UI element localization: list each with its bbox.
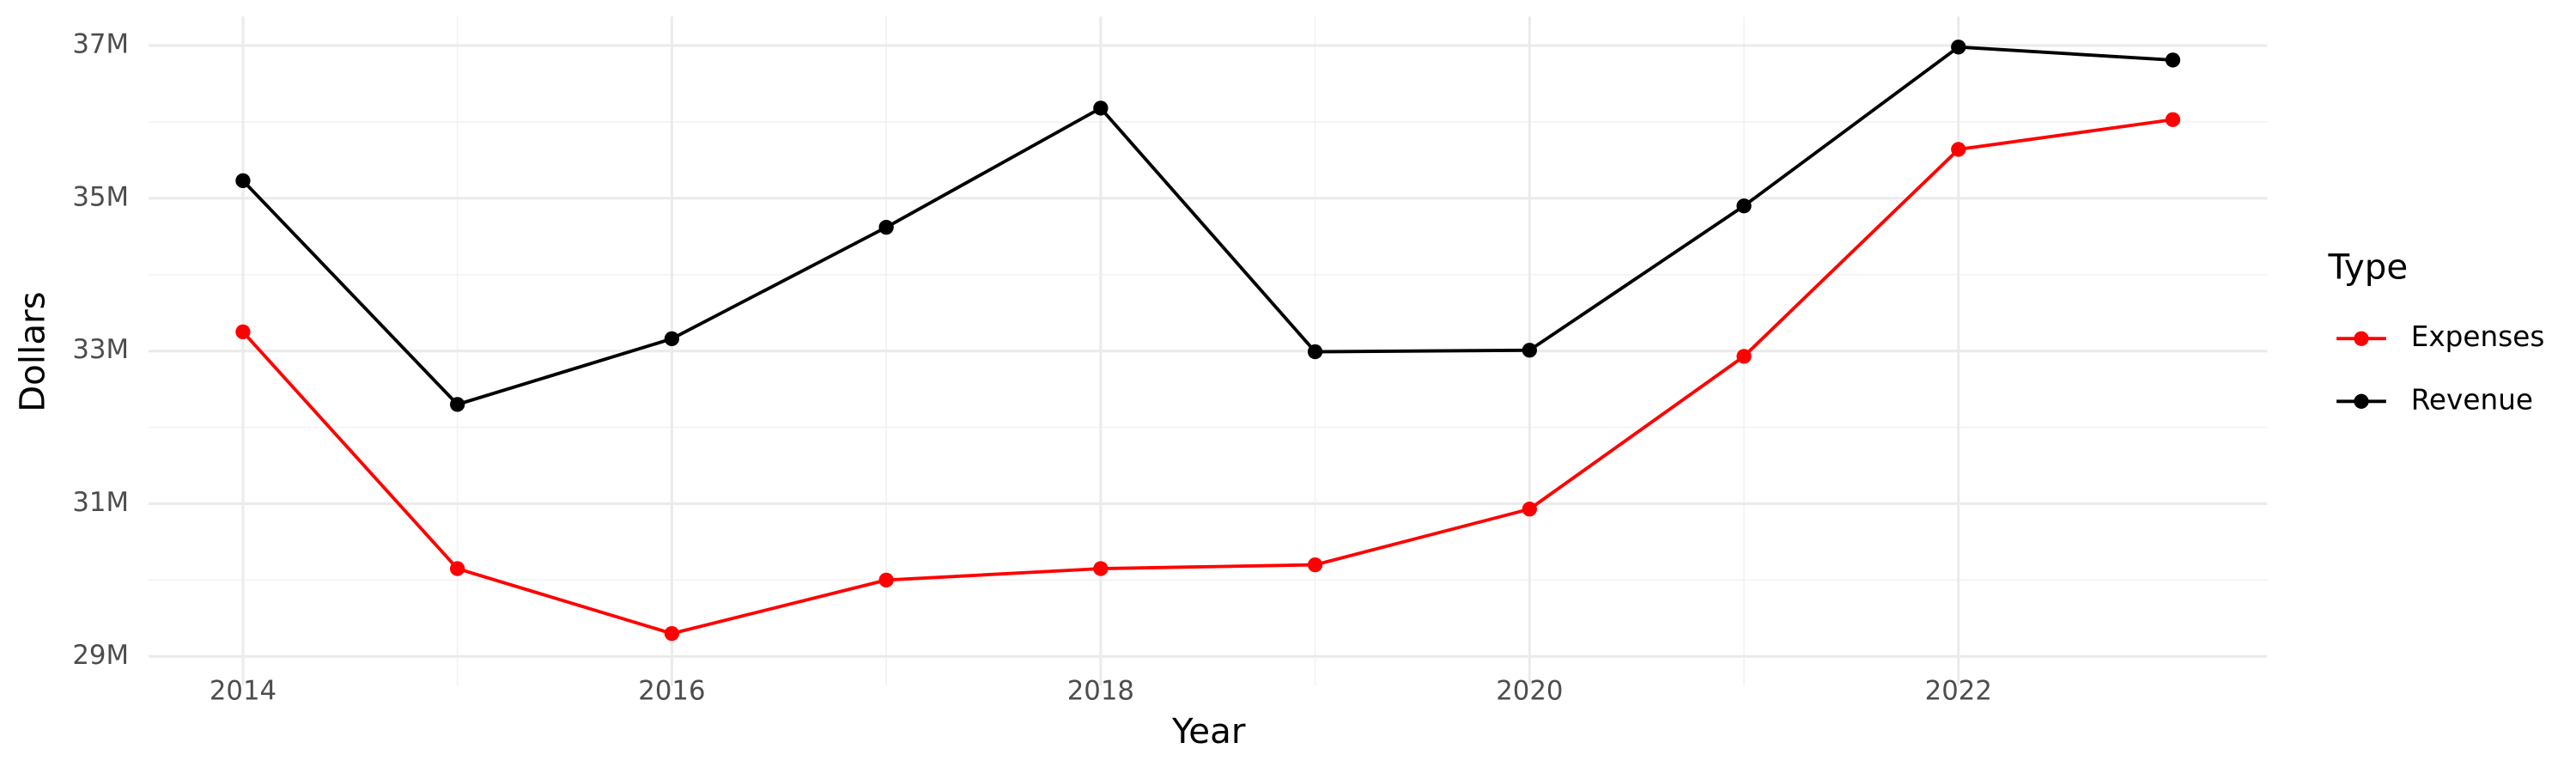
legend-title: Type xyxy=(2328,247,2409,287)
data-point xyxy=(1093,561,1109,576)
x-tick-label: 2020 xyxy=(1496,675,1563,706)
data-point xyxy=(664,625,680,642)
data-point xyxy=(1093,100,1109,116)
data-point xyxy=(664,331,680,347)
data-point xyxy=(1522,343,1537,358)
legend-key-point xyxy=(2354,393,2369,409)
data-point xyxy=(1522,502,1537,517)
x-tick-label: 2014 xyxy=(210,675,276,706)
data-point xyxy=(1307,557,1323,573)
y-axis-title: Dollars xyxy=(12,291,52,412)
data-point xyxy=(235,173,251,189)
data-point xyxy=(235,324,251,340)
data-point xyxy=(450,561,465,576)
data-point xyxy=(1736,349,1752,364)
legend-label: Revenue xyxy=(2411,383,2533,416)
series-line xyxy=(241,45,2173,407)
data-point xyxy=(450,397,465,412)
data-point xyxy=(1307,344,1323,360)
data-point xyxy=(878,572,894,588)
data-point xyxy=(878,219,894,235)
data-point xyxy=(1951,40,1966,55)
y-tick-label: 29M xyxy=(72,640,129,671)
y-tick-label: 35M xyxy=(72,181,129,212)
x-tick-label: 2016 xyxy=(638,675,705,706)
data-point xyxy=(2165,112,2181,127)
y-tick-label: 37M xyxy=(72,29,129,60)
legend-label: Expenses xyxy=(2411,320,2545,353)
data-point xyxy=(2165,52,2181,68)
x-tick-label: 2018 xyxy=(1067,675,1134,706)
series-line xyxy=(241,118,2173,636)
y-tick-label: 33M xyxy=(72,334,129,365)
y-tick-label: 31M xyxy=(72,487,129,518)
legend-key-point xyxy=(2354,331,2369,346)
data-point xyxy=(1736,198,1752,214)
x-axis-title: Year xyxy=(1171,711,1246,752)
x-tick-label: 2022 xyxy=(1925,675,1992,706)
grid xyxy=(149,16,2268,686)
data-point xyxy=(1951,142,1966,157)
